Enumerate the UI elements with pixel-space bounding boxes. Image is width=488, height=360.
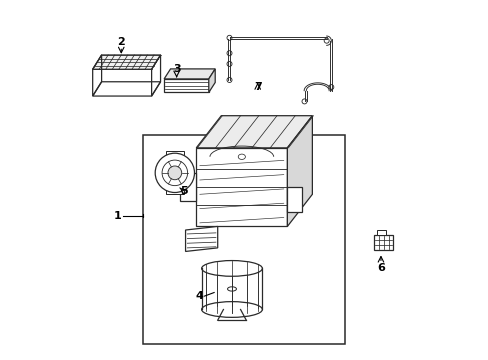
Polygon shape (373, 235, 393, 249)
Circle shape (226, 51, 231, 56)
Text: 5: 5 (180, 186, 187, 196)
Bar (142, 135, 344, 344)
Polygon shape (287, 116, 312, 226)
Text: 6: 6 (376, 262, 384, 273)
Ellipse shape (201, 302, 262, 318)
Circle shape (226, 62, 231, 66)
Bar (165, 152, 183, 194)
Text: 3: 3 (172, 64, 180, 74)
Bar (377, 230, 386, 235)
Text: 7: 7 (253, 82, 261, 92)
Polygon shape (208, 69, 215, 93)
Circle shape (226, 77, 231, 82)
Text: 2: 2 (117, 37, 125, 48)
Polygon shape (185, 226, 217, 251)
Text: 1: 1 (114, 211, 122, 221)
Bar (196, 148, 287, 226)
Polygon shape (93, 55, 160, 69)
Polygon shape (164, 69, 215, 79)
Text: 4: 4 (196, 291, 203, 301)
Circle shape (324, 38, 328, 43)
Circle shape (226, 35, 231, 40)
Ellipse shape (227, 287, 236, 291)
Circle shape (155, 153, 194, 193)
Circle shape (167, 166, 182, 180)
Bar (180, 173, 196, 202)
Circle shape (328, 85, 333, 90)
Bar (164, 79, 208, 93)
Bar (287, 187, 301, 212)
Polygon shape (196, 116, 312, 148)
Ellipse shape (201, 261, 262, 276)
Circle shape (302, 99, 306, 104)
